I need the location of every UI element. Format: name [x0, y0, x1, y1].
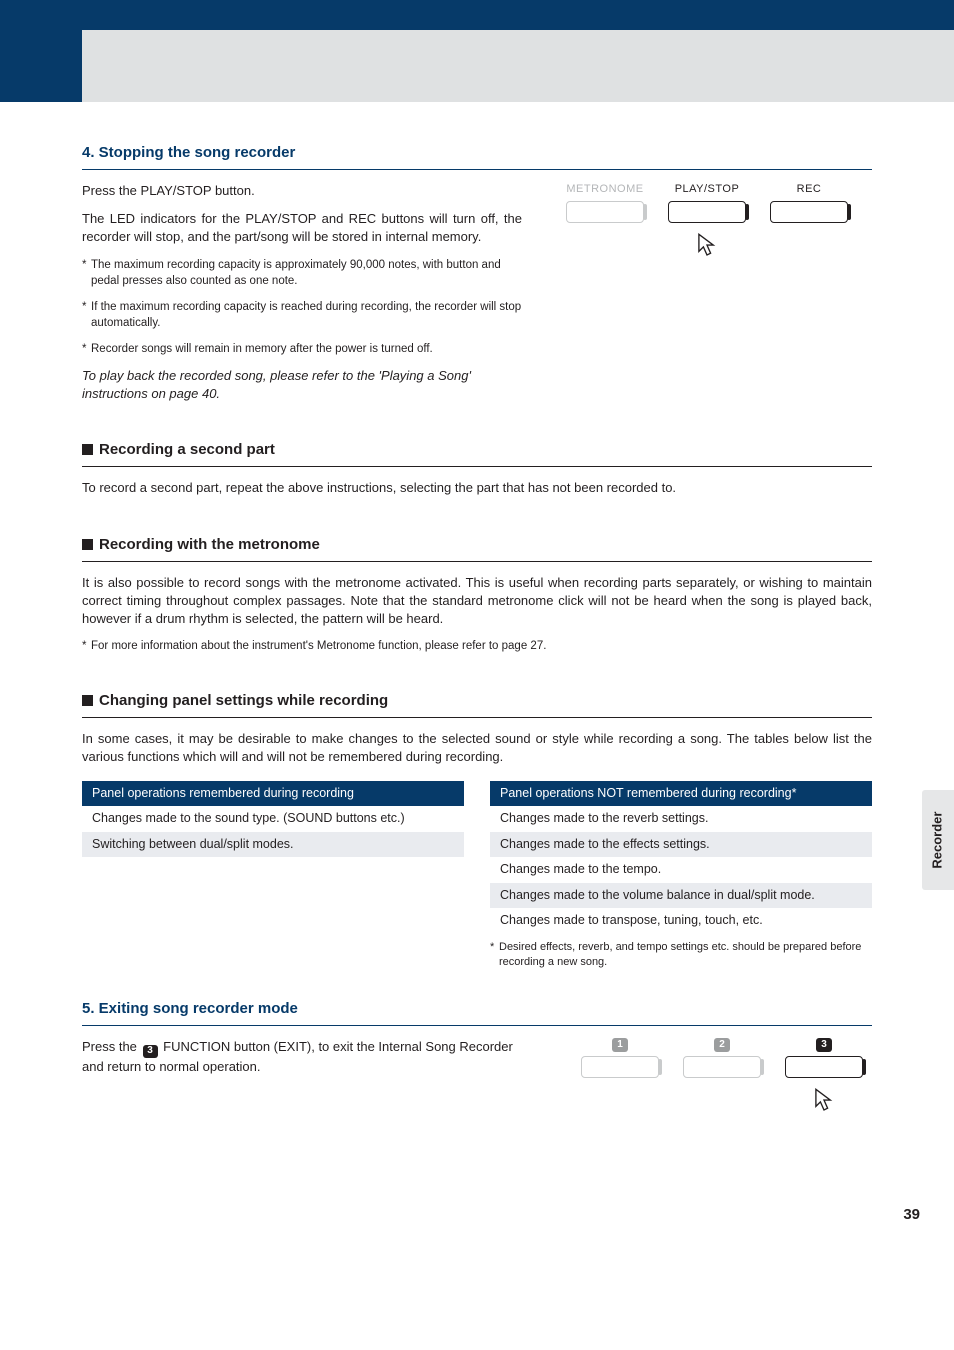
label-rec: REC — [797, 182, 822, 197]
table-not-remembered: Panel operations NOT remembered during r… — [490, 781, 872, 934]
heading-5: 5. Exiting song recorder mode — [82, 998, 872, 1019]
button-rec — [770, 201, 848, 223]
figure-bottom-buttons: 1 2 3 — [572, 1038, 872, 1114]
square-bullet — [82, 444, 93, 455]
table-row: Changes made to the volume balance in du… — [490, 883, 872, 909]
header-grey-bar — [0, 30, 954, 102]
button-fn3 — [785, 1056, 863, 1078]
table-row: Changes made to the sound type. (SOUND b… — [82, 806, 464, 832]
page-number: 39 — [0, 1204, 954, 1225]
table-row: Changes made to transpose, tuning, touch… — [490, 908, 872, 934]
side-tab-recorder: Recorder — [922, 790, 954, 890]
button-metronome — [566, 201, 644, 223]
num-2: 2 — [714, 1038, 730, 1052]
figure-top-buttons: METRONOME PLAY/STOP REC — [542, 182, 872, 259]
rule-blue — [82, 1025, 872, 1026]
rule-black — [82, 717, 872, 718]
inline-badge-3: 3 — [143, 1045, 158, 1058]
num-1: 1 — [612, 1038, 628, 1052]
square-bullet — [82, 695, 93, 706]
note-metronome-ref: For more information about the instrumen… — [82, 638, 872, 654]
p-exit: Press the 3 FUNCTION button (EXIT), to e… — [82, 1038, 522, 1076]
table-row: Switching between dual/split modes. — [82, 832, 464, 858]
rule-black — [82, 466, 872, 467]
note-3: Recorder songs will remain in memory aft… — [82, 341, 522, 357]
cursor-icon — [698, 233, 716, 259]
table-footnote: Desired effects, reverb, and tempo setti… — [490, 940, 872, 971]
p-second-part: To record a second part, repeat the abov… — [82, 479, 872, 497]
thead-not-remembered: Panel operations NOT remembered during r… — [490, 781, 872, 807]
rule-black — [82, 561, 872, 562]
label-playstop: PLAY/STOP — [675, 182, 740, 197]
cursor-icon — [815, 1088, 833, 1114]
table-row: Changes made to the tempo. — [490, 857, 872, 883]
num-3: 3 — [816, 1038, 832, 1052]
top-blue-bar — [0, 0, 954, 30]
square-bullet — [82, 539, 93, 550]
table-row: Changes made to the reverb settings. — [490, 806, 872, 832]
p-led-off: The LED indicators for the PLAY/STOP and… — [82, 210, 522, 246]
heading-changing: Changing panel settings while recording — [82, 690, 872, 711]
heading-4: 4. Stopping the song recorder — [82, 142, 872, 163]
button-playstop — [668, 201, 746, 223]
button-fn1 — [581, 1056, 659, 1078]
note-2: If the maximum recording capacity is rea… — [82, 299, 522, 331]
note-1: The maximum recording capacity is approx… — [82, 257, 522, 289]
table-row: Changes made to the effects settings. — [490, 832, 872, 858]
p-metronome: It is also possible to record songs with… — [82, 574, 872, 629]
thead-remembered: Panel operations remembered during recor… — [82, 781, 464, 807]
table-remembered: Panel operations remembered during recor… — [82, 781, 464, 858]
p-press-playstop: Press the PLAY/STOP button. — [82, 182, 522, 200]
p-playback-ref: To play back the recorded song, please r… — [82, 367, 522, 403]
label-metronome: METRONOME — [566, 182, 643, 197]
button-fn2 — [683, 1056, 761, 1078]
p-changing: In some cases, it may be desirable to ma… — [82, 730, 872, 766]
rule-blue — [82, 169, 872, 170]
heading-second-part: Recording a second part — [82, 439, 872, 460]
heading-metronome: Recording with the metronome — [82, 534, 872, 555]
